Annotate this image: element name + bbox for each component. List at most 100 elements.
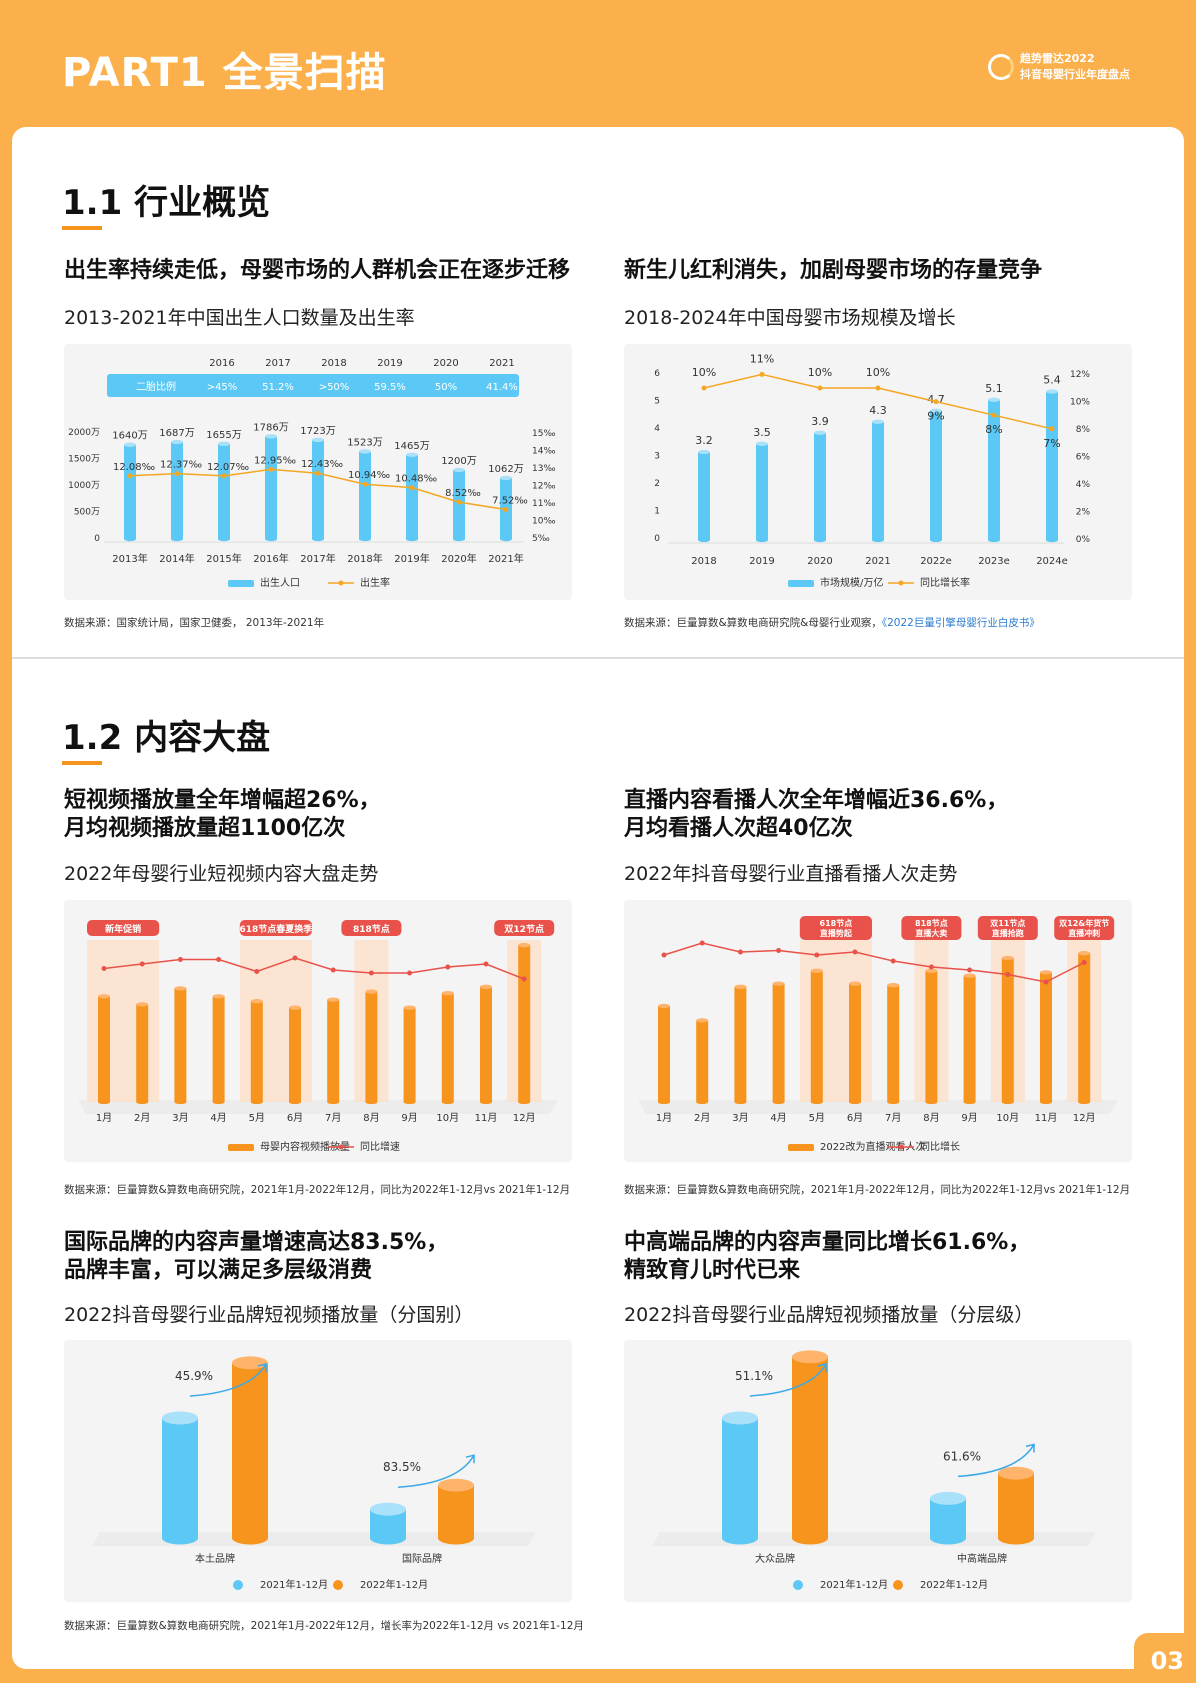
- month-bar: [98, 994, 110, 1105]
- y2-tick: 10‰: [532, 517, 556, 527]
- legend-label: 2022改为直播观看人次: [820, 1140, 925, 1153]
- growth-line-point: [991, 412, 997, 418]
- subtitle-market: 2018-2024年中国母婴市场规模及增长: [624, 307, 956, 329]
- yoy-line-point: [101, 966, 107, 971]
- heading-country: 国际品牌的内容声量增速高达83.5%， 品牌丰富，可以满足多层级消费: [64, 1230, 449, 1283]
- y2-tick: 13‰: [532, 464, 556, 474]
- growth-arrow: [957, 1444, 1035, 1478]
- highlight-tag: [494, 920, 555, 936]
- highlight-tag-label: 618节点春夏换季: [240, 923, 314, 935]
- y2-tick: 12‰: [532, 482, 556, 492]
- market-bar-label: 4.3: [869, 404, 887, 417]
- market-bar-label: 5.1: [985, 382, 1003, 395]
- x-tick: 10月: [436, 1112, 459, 1124]
- yoy-line-point: [699, 940, 705, 946]
- month-bar: [403, 1005, 416, 1105]
- market-bar: [988, 397, 1000, 543]
- birth-bar: [124, 442, 136, 542]
- growth-label: 8%: [985, 423, 1002, 436]
- legend-label: 出生率: [360, 576, 390, 589]
- chart-tier-panel: 大众品牌 51.1% 中高端品牌 61.6% 2021年1-12月 2022年1-12月: [624, 1340, 1132, 1602]
- ratio-value: 41.4%: [486, 382, 518, 393]
- yoy-line-point: [1081, 960, 1087, 965]
- legend-swatch: [788, 1144, 814, 1151]
- bar-2022: [232, 1356, 268, 1545]
- ratio-value: 50%: [435, 382, 457, 393]
- market-bar: [930, 408, 942, 543]
- source-live: 数据来源：巨量算数&算数电商研究院，2021年1月-2022年12月，同比为20…: [624, 1184, 1131, 1196]
- chart-country: 本土品牌 45.9% 国际品牌 83.5% 2021年1-12月 2022年1-12月: [92, 1356, 536, 1591]
- birth-rate-label: 8.52‰: [445, 488, 481, 499]
- growth-label: 45.9%: [175, 1369, 213, 1383]
- market-bar: [698, 449, 710, 543]
- birth-rate-line-point: [503, 507, 509, 513]
- x-tick: 2021年: [488, 552, 523, 565]
- legend-swatch: [893, 1580, 903, 1590]
- legend-swatch-dot: [338, 1144, 344, 1150]
- highlight-tag: [977, 916, 1038, 940]
- x-tick: 6月: [287, 1112, 303, 1124]
- yoy-line-point: [292, 955, 298, 961]
- chart-birth-panel: 二胎比例 2016 >45% 2017 51.2% 2018 >50% 2019 59.5% 20…: [64, 344, 572, 600]
- ratio-year: 2017: [265, 358, 290, 369]
- highlight-tag-label: 818节点: [353, 923, 390, 935]
- legend-swatch: [793, 1580, 803, 1590]
- market-bar-label: 3.9: [811, 415, 829, 428]
- highlight-tag: [799, 916, 872, 940]
- subtitle-birth: 2013-2021年中国出生人口数量及出生率: [64, 307, 415, 329]
- source-market-text: 数据来源：巨量算数&算数电商研究院&母婴行业观察，: [624, 617, 882, 629]
- source-market: 数据来源：巨量算数&算数电商研究院&母婴行业观察，《2022巨量引擎母婴行业白皮…: [624, 615, 1040, 630]
- page-number: 03: [1150, 1647, 1184, 1675]
- x-tick: 11月: [1035, 1112, 1058, 1124]
- y2-tick: 10%: [1070, 398, 1090, 408]
- y-tick: 6: [654, 369, 660, 379]
- x-tick: 2016年: [253, 552, 288, 565]
- yoy-line-point: [814, 952, 820, 958]
- yoy-line-point: [1043, 979, 1049, 985]
- x-tick: 4月: [770, 1112, 786, 1124]
- growth-label: 83.5%: [383, 1460, 421, 1474]
- highlight-tag-label: 双11节点: [990, 918, 1025, 928]
- legend-label: 2022年1-12月: [360, 1578, 428, 1591]
- x-tick: 5月: [249, 1112, 265, 1124]
- heading-birth: 出生率持续走低，母婴市场的人群机会正在逐步迁移: [64, 258, 571, 283]
- month-bar: [658, 1003, 670, 1105]
- birth-rate-line-point: [362, 481, 368, 487]
- birth-rate-label: 10.48‰: [395, 474, 437, 485]
- x-tick: 2015年: [206, 552, 241, 565]
- ratio-value: >45%: [207, 382, 238, 393]
- x-tick: 4月: [210, 1112, 226, 1124]
- chart-birth: 二胎比例 2016 >45% 2017 51.2% 2018 >50% 2019 59.5% 20…: [68, 358, 556, 589]
- birth-bar-label: 1200万: [441, 456, 476, 467]
- heading-market: 新生儿红利消失，加剧母婴市场的存量竞争: [624, 258, 1043, 283]
- heading-tier: 中高端品牌的内容声量同比增长61.6%， 精致育儿时代已来: [624, 1230, 1031, 1283]
- y-tick: 2: [654, 479, 660, 489]
- growth-line-point: [933, 399, 939, 405]
- highlight-tag: [87, 920, 160, 936]
- bar-2021: [722, 1411, 758, 1545]
- source-country: 数据来源：巨量算数&算数电商研究院，2021年1月-2022年12月，增长率为2…: [64, 1620, 584, 1632]
- x-tick: 2019: [749, 556, 774, 567]
- y-tick: 2000万: [68, 428, 100, 438]
- x-tick: 本土品牌: [195, 1552, 235, 1565]
- x-tick: 1月: [96, 1112, 112, 1124]
- month-bar: [1001, 955, 1014, 1105]
- legend-label: 出生人口: [260, 576, 300, 589]
- x-tick: 6月: [847, 1112, 863, 1124]
- ratio-year: 2016: [209, 358, 234, 369]
- growth-label: 11%: [750, 352, 774, 365]
- y2-tick: 5‰: [532, 534, 550, 544]
- growth-label: 7%: [1043, 437, 1060, 450]
- month-bar: [518, 943, 531, 1105]
- growth-arrow: [397, 1454, 475, 1488]
- heading-live: 直播内容看播人次全年增幅近36.6%， 月均看播人次超40亿次: [624, 788, 1009, 841]
- ratio-value: 51.2%: [262, 382, 294, 393]
- source-market-link[interactable]: 《2022巨量引擎母婴行业白皮书》: [881, 617, 1040, 629]
- y-tick: 1000万: [68, 481, 100, 491]
- birth-bar: [171, 439, 183, 542]
- bar-2022: [438, 1478, 474, 1545]
- birth-rate-label: 12.07‰: [207, 462, 249, 473]
- legend-swatch-dot: [898, 580, 904, 586]
- legend-swatch-dot: [898, 1144, 904, 1150]
